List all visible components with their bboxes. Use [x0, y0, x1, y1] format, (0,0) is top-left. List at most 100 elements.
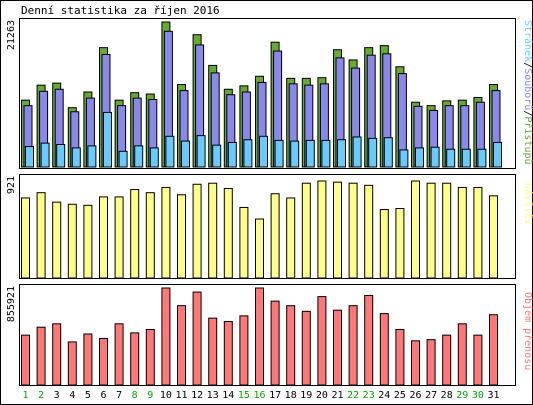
day-label: 22: [347, 390, 359, 401]
visits-bar: [130, 189, 140, 279]
legend-hits: Přístupů: [522, 116, 533, 164]
day-label: 4: [69, 390, 75, 401]
day-label: 18: [285, 390, 297, 401]
pages-bar: [71, 147, 81, 168]
day-label: 25: [394, 390, 406, 401]
kbytes-bar: [67, 341, 77, 386]
day-labels: 1 2 3 4 5 6 7 8 9 10 11 12 13 14 15 16 17 18 19 20 21 22 23 24 2…: [22, 390, 499, 401]
kbytes-bar: [223, 321, 233, 386]
kbytes-bar: [239, 315, 249, 386]
pages-bar: [446, 148, 456, 168]
visits-bar: [426, 182, 436, 279]
kbytes-bar: [145, 328, 155, 386]
kbytes-bar: [21, 334, 30, 386]
visits-bar: [83, 204, 93, 279]
day-label: 10: [160, 390, 172, 401]
kbytes-bar: [130, 332, 140, 386]
pages-bar: [134, 145, 144, 168]
legend-pages: Stránek: [522, 20, 533, 62]
day-label: 5: [85, 390, 91, 401]
pages-bar: [243, 139, 253, 168]
day-label: 29: [456, 390, 468, 401]
visits-bar: [239, 206, 249, 279]
pages-bar: [196, 135, 206, 168]
kbytes-bar: [36, 326, 46, 386]
kbytes-bar: [192, 291, 202, 386]
visits-bar: [255, 218, 264, 279]
day-label: 3: [54, 390, 60, 401]
visits-bar: [286, 197, 296, 279]
pages-bar: [149, 147, 159, 168]
pages-bar: [368, 137, 378, 168]
visits-bar: [36, 192, 46, 279]
day-label: 26: [409, 390, 421, 401]
pages-bar: [461, 148, 471, 168]
pages-bar: [103, 111, 112, 168]
pages-bar: [274, 139, 284, 168]
day-label: 8: [132, 390, 138, 401]
pages-bar: [430, 146, 440, 168]
visits-bars: [21, 180, 498, 279]
pages-bar: [399, 149, 409, 168]
pages-bar: [40, 142, 50, 168]
visits-bar: [21, 197, 30, 279]
day-label: 30: [472, 390, 484, 401]
day-label: 14: [222, 390, 234, 401]
svg-text:Stránek/Souborů/Přístupů: Stránek/Souborů/Přístupů: [522, 20, 533, 165]
day-label: 2: [38, 390, 44, 401]
kbytes-bar: [333, 309, 342, 386]
kbytes-bar: [301, 310, 311, 386]
pages-bar: [352, 136, 362, 168]
kbytes-bar: [286, 305, 296, 386]
visits-ymax-label: 921: [6, 176, 17, 194]
pages-bar: [321, 139, 331, 168]
kbytes-bar: [317, 296, 327, 386]
hits-legend: Stránek/Souborů/Přístupů: [522, 20, 533, 165]
pages-bar: [181, 140, 190, 168]
visits-bar: [270, 193, 280, 279]
visits-bar: [442, 182, 452, 279]
kbytes-bar: [348, 305, 358, 386]
kbytes-bar: [473, 334, 483, 386]
visits-bar: [395, 207, 405, 279]
day-label: 21: [331, 390, 343, 401]
visits-bar: [489, 195, 498, 279]
visits-bar: [223, 187, 233, 279]
kbytes-bar: [395, 328, 405, 386]
pages-bar: [87, 145, 97, 168]
kbytes-bar: [411, 340, 420, 386]
day-label: 6: [100, 390, 106, 401]
legend-kbytes: Objem přenosu: [522, 292, 533, 370]
pages-bar: [227, 141, 237, 168]
day-label: 13: [207, 390, 219, 401]
kbytes-bar: [457, 323, 467, 386]
kbytes-bar: [52, 323, 62, 386]
day-label: 31: [487, 390, 499, 401]
kbytes-bar: [114, 323, 124, 386]
visits-bar: [208, 182, 218, 279]
kbytes-bar: [489, 314, 498, 386]
pages-bar: [118, 150, 128, 168]
day-label: 20: [316, 390, 328, 401]
pages-bar: [493, 141, 502, 168]
legend-visits: Návštěv: [522, 183, 533, 225]
kbytes-bar: [364, 294, 374, 386]
pages-bar: [290, 140, 300, 168]
visits-bar: [161, 186, 171, 279]
hits-ymax-label: 21263: [6, 20, 17, 50]
kbytes-ymax-label: 855921: [6, 286, 17, 322]
kbytes-panel-frame: [19, 284, 516, 386]
visits-bar: [301, 182, 311, 279]
pages-bar: [383, 137, 393, 168]
pages-bar: [56, 143, 66, 168]
visits-bar: [192, 183, 202, 279]
kbytes-bar: [208, 317, 218, 386]
pages-bar: [165, 135, 175, 168]
kbytes-bar: [426, 339, 436, 386]
visits-bar: [348, 182, 358, 279]
visits-bar: [333, 181, 342, 279]
kbytes-bar: [270, 300, 280, 386]
day-label: 12: [191, 390, 203, 401]
